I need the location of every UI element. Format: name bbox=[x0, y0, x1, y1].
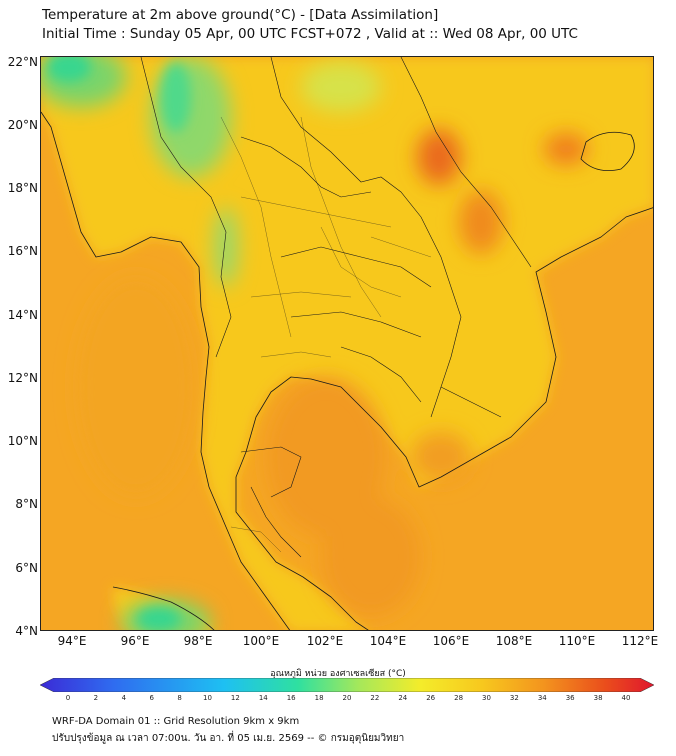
footer-update-info: ปรับปรุงข้อมูล ณ เวลา 07:00น. วัน อา. ที… bbox=[52, 733, 405, 744]
lat-label: 16°N bbox=[7, 244, 38, 258]
lat-label: 22°N bbox=[7, 55, 38, 69]
temperature-colorbar bbox=[40, 678, 654, 692]
colorbar-tick-label: 6 bbox=[149, 694, 154, 702]
map-title: Temperature at 2m above ground(°C) - [Da… bbox=[42, 7, 439, 23]
colorbar-tick-label: 8 bbox=[177, 694, 182, 702]
map-subtitle: Initial Time : Sunday 05 Apr, 00 UTC FCS… bbox=[42, 26, 578, 42]
colorbar-tick-label: 40 bbox=[621, 694, 631, 702]
warm-mekong bbox=[411, 432, 471, 482]
colorbar-tick-label: 16 bbox=[286, 694, 296, 702]
warm-andaman bbox=[76, 277, 196, 497]
lon-label: 106°E bbox=[432, 634, 470, 648]
colorbar-tick-label: 22 bbox=[370, 694, 380, 702]
colorbar-body bbox=[40, 678, 654, 692]
colorbar-tick-label: 0 bbox=[65, 694, 71, 702]
colorbar-tick-label: 14 bbox=[258, 694, 268, 702]
lat-label: 10°N bbox=[7, 434, 38, 448]
province-borders bbox=[220, 116, 432, 553]
cold-core-sumatra bbox=[137, 607, 181, 630]
lon-label: 108°E bbox=[495, 634, 533, 648]
colorbar-tick-label: 20 bbox=[342, 694, 352, 702]
colorbar-tick-label: 32 bbox=[509, 694, 519, 702]
colorbar-tick-label: 36 bbox=[565, 694, 575, 702]
lat-label: 12°N bbox=[7, 371, 38, 385]
hot-spot-hainan bbox=[544, 133, 588, 165]
lon-label: 100°E bbox=[242, 634, 280, 648]
lat-label: 20°N bbox=[7, 118, 38, 132]
lat-label: 18°N bbox=[7, 181, 38, 195]
colorbar-tick-label: 26 bbox=[426, 694, 436, 702]
colorbar-tick-label: 30 bbox=[482, 694, 491, 702]
lat-label: 8°N bbox=[15, 497, 38, 511]
cold-core-nw bbox=[47, 57, 91, 82]
lon-label: 94°E bbox=[57, 634, 87, 648]
lon-label: 102°E bbox=[306, 634, 344, 648]
footer-model-info: WRF-DA Domain 01 :: Grid Resolution 9km … bbox=[52, 716, 300, 727]
colorbar-tick-label: 18 bbox=[314, 694, 324, 702]
cold-core-n bbox=[161, 62, 191, 132]
warm-south bbox=[321, 497, 421, 617]
lat-label: 14°N bbox=[7, 308, 38, 322]
temperature-map bbox=[40, 56, 654, 631]
colorbar-tick-label: 10 bbox=[203, 694, 212, 702]
colorbar-tick-label: 12 bbox=[230, 694, 240, 702]
colorbar-title: อุณหภูมิ หน่วย องศาเซลเซียส (°C) bbox=[270, 669, 406, 679]
cool-north-west-2 bbox=[151, 57, 231, 177]
lat-label: 4°N bbox=[15, 624, 38, 638]
colorbar-tick-label: 28 bbox=[454, 694, 464, 702]
colorbar-tick-label: 24 bbox=[398, 694, 408, 702]
colorbar-tick-label: 2 bbox=[93, 694, 99, 702]
coastlines bbox=[41, 111, 653, 630]
lon-label: 110°E bbox=[558, 634, 596, 648]
cool-north-west-3 bbox=[214, 207, 238, 287]
warm-gulf bbox=[266, 377, 386, 537]
cool-yunnan bbox=[301, 62, 381, 112]
lon-label: 104°E bbox=[369, 634, 407, 648]
hot-spot-laos bbox=[417, 129, 461, 185]
lat-label: 6°N bbox=[15, 561, 38, 575]
lon-label: 96°E bbox=[120, 634, 150, 648]
country-borders bbox=[140, 57, 532, 558]
colorbar-tick-label: 4 bbox=[121, 694, 127, 702]
colorbar-tick-label: 34 bbox=[537, 694, 547, 702]
hot-spot-annam bbox=[459, 190, 503, 254]
colorbar-tick-label: 38 bbox=[593, 694, 603, 702]
lon-label: 112°E bbox=[621, 634, 659, 648]
lon-label: 98°E bbox=[183, 634, 213, 648]
